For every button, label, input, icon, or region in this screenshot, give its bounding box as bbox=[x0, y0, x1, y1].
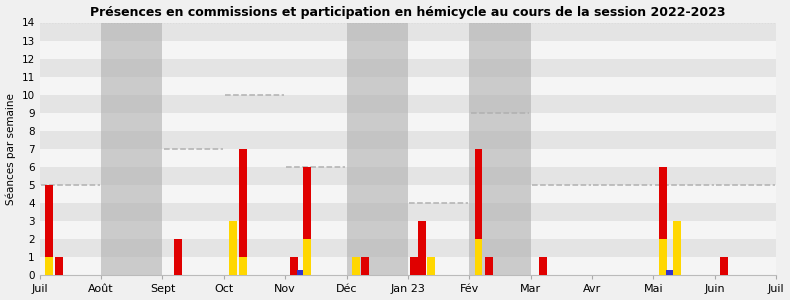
Bar bbox=[303, 239, 310, 275]
Bar bbox=[40, 185, 776, 203]
Y-axis label: Séances par semaine: Séances par semaine bbox=[6, 93, 16, 205]
Bar bbox=[239, 257, 247, 275]
Bar bbox=[40, 149, 776, 167]
Bar bbox=[40, 257, 776, 275]
Bar bbox=[45, 185, 53, 257]
Bar bbox=[347, 22, 408, 275]
Bar bbox=[174, 239, 182, 275]
Bar bbox=[659, 239, 667, 275]
Bar bbox=[361, 257, 369, 275]
Bar bbox=[40, 77, 776, 95]
Bar bbox=[40, 131, 776, 149]
Bar bbox=[40, 40, 776, 58]
Bar bbox=[659, 167, 667, 239]
Bar bbox=[239, 149, 247, 257]
Bar bbox=[40, 203, 776, 221]
Bar bbox=[539, 257, 547, 275]
Bar bbox=[40, 221, 776, 239]
Bar bbox=[352, 257, 359, 275]
Bar bbox=[303, 167, 310, 239]
Bar bbox=[296, 270, 304, 275]
Bar bbox=[475, 239, 483, 275]
Bar bbox=[45, 257, 53, 275]
Bar bbox=[40, 167, 776, 185]
Bar bbox=[101, 22, 163, 275]
Bar bbox=[55, 257, 63, 275]
Bar bbox=[410, 257, 418, 275]
Bar bbox=[666, 270, 674, 275]
Bar bbox=[469, 22, 531, 275]
Bar bbox=[40, 113, 776, 131]
Bar bbox=[40, 95, 776, 113]
Bar bbox=[40, 22, 776, 40]
Bar bbox=[40, 239, 776, 257]
Bar bbox=[229, 221, 237, 275]
Bar bbox=[485, 257, 493, 275]
Bar bbox=[418, 221, 426, 275]
Bar bbox=[427, 257, 435, 275]
Bar bbox=[673, 221, 681, 275]
Bar bbox=[720, 257, 728, 275]
Bar bbox=[475, 149, 483, 239]
Bar bbox=[40, 58, 776, 77]
Title: Présences en commissions et participation en hémicycle au cours de la session 20: Présences en commissions et participatio… bbox=[90, 6, 726, 19]
Bar bbox=[291, 257, 299, 275]
